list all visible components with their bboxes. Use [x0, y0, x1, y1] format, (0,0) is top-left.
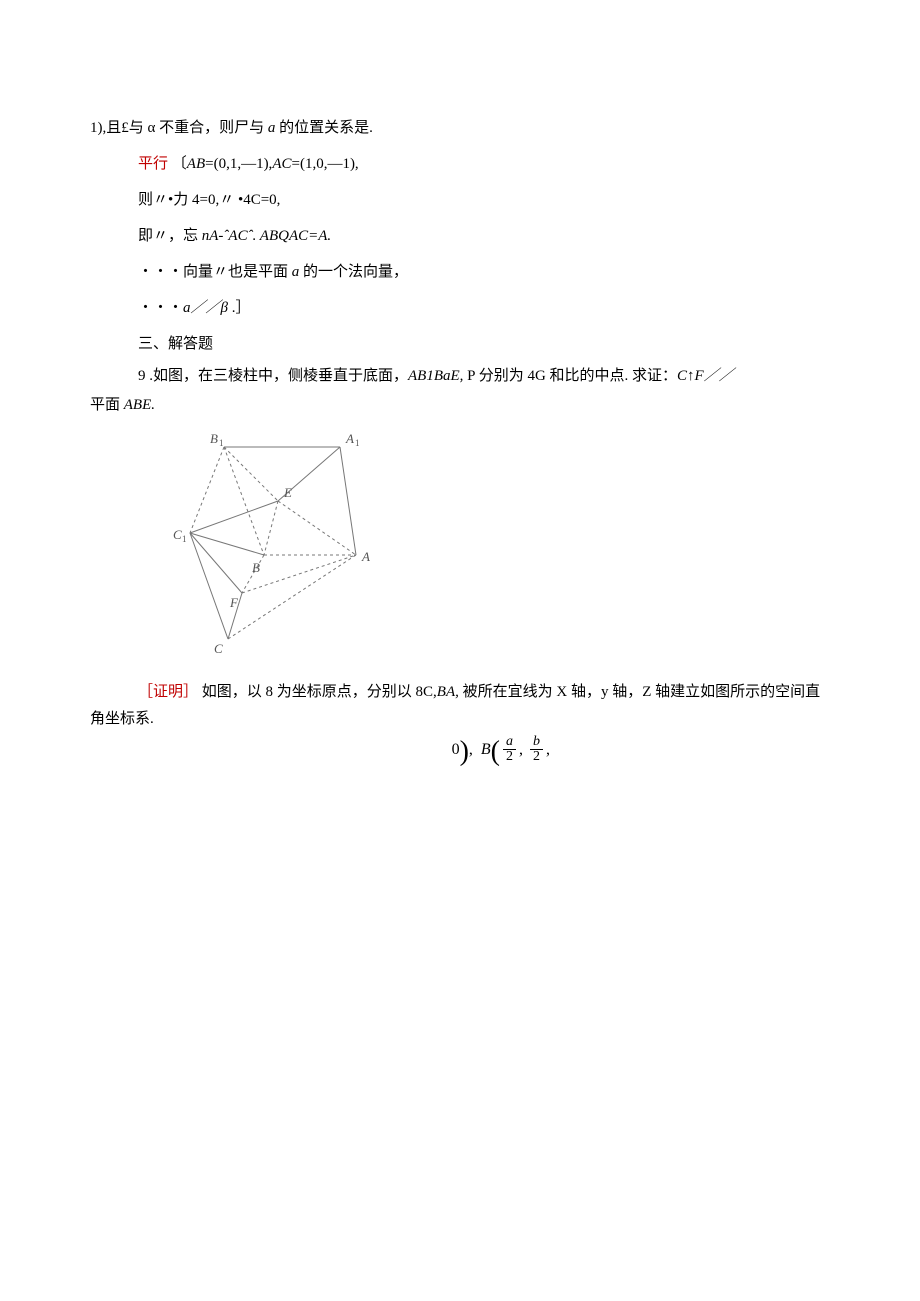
answer-open: 〔	[172, 156, 187, 172]
frac-zero: 0	[452, 740, 460, 759]
point-E-label: B	[481, 740, 491, 759]
q9-text3-pre: 平面	[90, 397, 124, 413]
svg-text:A: A	[361, 549, 370, 564]
proof-paragraph: ［证明］ 如图，以 8 为坐标原点，分别以 8C,BA, 被所在宜线为 X 轴，…	[90, 679, 830, 733]
svg-text:B: B	[210, 431, 218, 446]
line-ji-mid: nA-ˆACˆ. ABQAC=A.	[202, 228, 331, 244]
svg-text:C: C	[214, 641, 223, 656]
comma-1: ,	[469, 740, 473, 759]
line1-pre: 1),且£与 α 不重合，则尸与	[90, 120, 268, 136]
line1-post: 的位置关系是.	[279, 120, 373, 136]
q9-it1: AB1BaE,	[408, 368, 463, 384]
line-ji: 即〃，忘 nA-ˆACˆ. ABQAC=A.	[90, 218, 830, 254]
line1-a: a	[268, 120, 279, 136]
q9-it3: ABE.	[124, 397, 155, 413]
v2-pre: ・・・	[138, 300, 183, 316]
svg-text:F: F	[229, 595, 239, 610]
v1-a: a	[292, 264, 303, 280]
frac-a-top: a	[503, 735, 516, 750]
v2-a: a／／β	[183, 300, 232, 316]
frac-b-top: b	[530, 735, 543, 750]
line-vector2: ・・・a／／β .］	[90, 290, 830, 326]
ab-vec: AB	[187, 156, 205, 172]
q9-text1: .如图，在三棱柱中，侧棱垂直于底面，	[146, 368, 409, 384]
ac-vec: AC	[272, 156, 291, 172]
v1-post: 的一个法向量，	[303, 264, 408, 280]
q9-text2: P 分别为 4G 和比的中点. 求证：	[463, 368, 677, 384]
ab-val: =(0,1,—1),	[205, 156, 272, 172]
frac-a-over-2: a 2	[503, 735, 516, 764]
proof-label: ［证明］	[138, 684, 198, 700]
proof-text: 如图，以 8 为坐标原点，分别以 8C,	[202, 684, 437, 700]
fraction-expression: 0 ) , B ( a 2 , b 2 ,	[90, 735, 830, 764]
svg-text:1: 1	[355, 438, 360, 448]
answer-line: 平行 〔AB=(0,1,—1),AC=(1,0,—1),	[90, 146, 830, 182]
line-1: 1),且£与 α 不重合，则尸与 a 的位置关系是.	[90, 110, 830, 146]
v2-post: .］	[232, 300, 251, 316]
open-paren: (	[491, 738, 500, 766]
q9-it2: C↑F／／	[677, 368, 734, 384]
svg-text:A: A	[345, 431, 354, 446]
comma-3: ,	[546, 740, 550, 759]
frac-b-over-2: b 2	[530, 735, 543, 764]
q9-number: 9	[138, 368, 146, 384]
line-then-text: 则〃•力 4=0,〃 •4C=0,	[138, 192, 280, 208]
line-then: 则〃•力 4=0,〃 •4C=0,	[90, 182, 830, 218]
svg-text:B: B	[252, 560, 260, 575]
close-paren-1: )	[460, 738, 469, 766]
prism-diagram: B1A1C1EBAFC	[170, 427, 830, 671]
section-3-heading: 三、解答题	[90, 326, 830, 362]
v1-pre: ・・・向量〃也是平面	[138, 264, 292, 280]
line-ji-pre: 即〃，忘	[138, 228, 202, 244]
frac-b-bot: 2	[530, 750, 543, 764]
svg-text:C: C	[173, 527, 182, 542]
line-vector1: ・・・向量〃也是平面 a 的一个法向量，	[90, 254, 830, 290]
proof-ba: BA,	[437, 684, 463, 700]
ac-val: =(1,0,—1),	[291, 156, 358, 172]
section-3-text: 三、解答题	[138, 336, 213, 352]
question-9: 9 .如图，在三棱柱中，侧棱垂直于底面，AB1BaE, P 分别为 4G 和比的…	[90, 362, 830, 419]
prism-svg: B1A1C1EBAFC	[170, 427, 385, 657]
answer-label: 平行	[138, 156, 168, 172]
svg-text:1: 1	[219, 438, 224, 448]
frac-a-bot: 2	[503, 750, 516, 764]
svg-text:E: E	[283, 485, 292, 500]
comma-2: ,	[519, 740, 523, 759]
svg-text:1: 1	[182, 534, 187, 544]
document-page: 1),且£与 α 不重合，则尸与 a 的位置关系是. 平行 〔AB=(0,1,—…	[0, 0, 920, 1301]
